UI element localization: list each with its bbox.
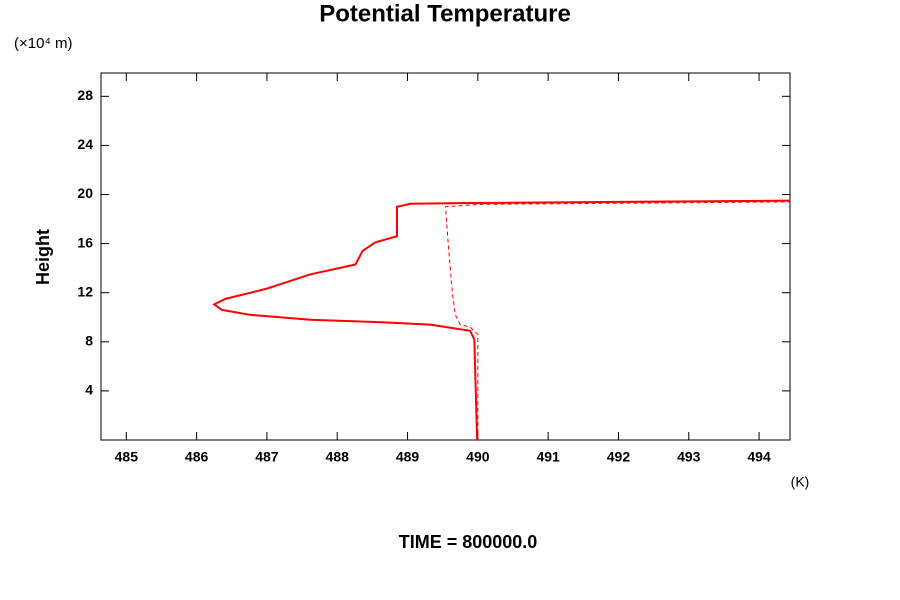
data-line bbox=[212, 199, 790, 440]
y-axis-label: Height bbox=[33, 229, 53, 285]
y-tick-label: 20 bbox=[77, 185, 93, 201]
chart-title: Potential Temperature bbox=[319, 0, 571, 27]
y-tick-label: 16 bbox=[77, 234, 93, 250]
x-tick-label: 492 bbox=[607, 449, 631, 465]
x-tick-label: 486 bbox=[185, 449, 209, 465]
plot-frame bbox=[100, 72, 791, 441]
x-tick-label: 494 bbox=[747, 449, 771, 465]
y-tick-label: 8 bbox=[85, 333, 93, 349]
x-tick-label: 487 bbox=[255, 449, 279, 465]
y-tick-label: 28 bbox=[77, 87, 93, 103]
y-tick-label: 4 bbox=[85, 382, 93, 398]
y-unit: (×10⁴ m) bbox=[14, 35, 73, 52]
x-tick-label: 485 bbox=[115, 449, 139, 465]
y-tick-label: 24 bbox=[77, 136, 93, 152]
x-tick-label: 489 bbox=[396, 449, 420, 465]
x-unit: (K) bbox=[791, 474, 810, 490]
y-tick-label: 12 bbox=[77, 283, 93, 299]
x-tick-label: 493 bbox=[677, 449, 701, 465]
x-tick-label: 488 bbox=[326, 449, 350, 465]
annotation: TIME = 800000.0 bbox=[399, 532, 538, 552]
x-tick-label: 490 bbox=[466, 449, 490, 465]
data-line bbox=[444, 201, 790, 440]
x-tick-label: 491 bbox=[536, 449, 560, 465]
